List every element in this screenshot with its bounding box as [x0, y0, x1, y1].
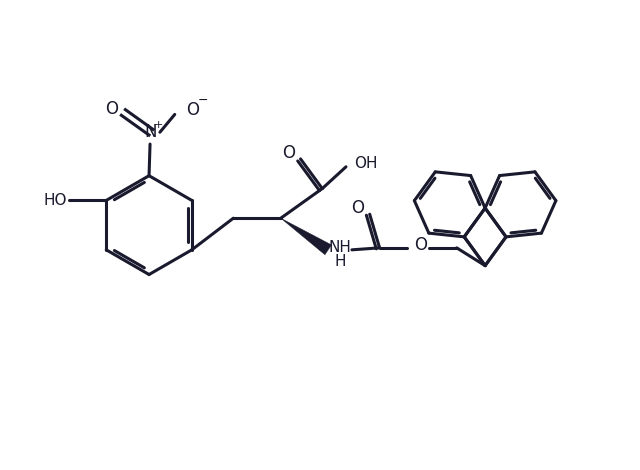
Text: O: O	[186, 102, 199, 119]
Text: +: +	[154, 120, 164, 130]
Polygon shape	[281, 218, 332, 255]
Text: −: −	[198, 94, 209, 107]
Text: O: O	[415, 236, 428, 254]
Text: N: N	[145, 123, 157, 141]
Text: HO: HO	[43, 193, 67, 208]
Text: O: O	[282, 144, 295, 162]
Text: O: O	[351, 199, 364, 217]
Text: OH: OH	[354, 157, 378, 172]
Text: H: H	[334, 254, 346, 269]
Text: O: O	[105, 100, 118, 118]
Text: NH: NH	[328, 240, 351, 255]
